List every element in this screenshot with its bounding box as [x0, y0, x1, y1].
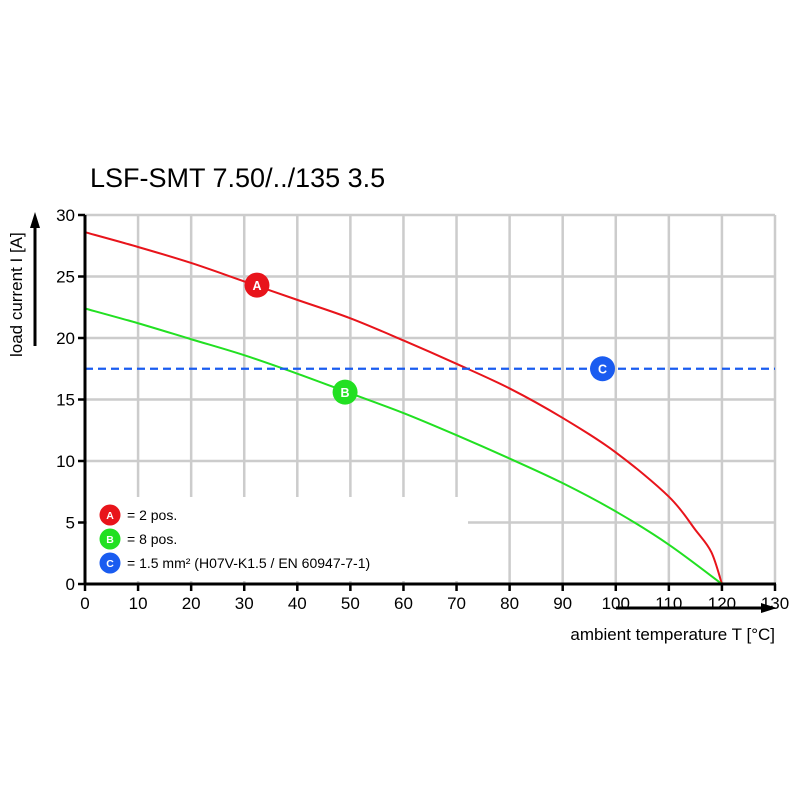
axes: 0 10 20 30 40 50 60 70 80 90 100 110 120 130051015202…	[56, 206, 789, 613]
y-tick-label: 25	[56, 268, 75, 287]
marker-letter: C	[598, 363, 607, 377]
series-line-a	[84, 231, 723, 585]
x-tick-label: 110	[655, 594, 682, 613]
legend-marker-b: B	[99, 528, 121, 550]
x-tick-label: 0	[80, 594, 89, 613]
y-tick-label: 0	[66, 575, 75, 594]
marker-letter: B	[341, 386, 350, 400]
x-tick-label: 20	[182, 594, 201, 613]
x-tick-label: 60	[394, 594, 413, 613]
legend-entry: C = 1.5 mm² (H07V-K1.5 / EN 60947-7-1)	[99, 552, 370, 574]
y-axis-label: load current I [A]	[7, 232, 26, 357]
x-axis-arrowhead	[761, 603, 777, 613]
y-tick-label: 10	[56, 452, 75, 471]
legend-marker-a: A	[99, 504, 121, 526]
y-tick-label: 30	[56, 206, 75, 225]
x-tick-label: 80	[500, 594, 519, 613]
series-group	[84, 231, 775, 585]
x-tick-label: 120	[708, 594, 736, 613]
marker-circle	[99, 504, 121, 526]
x-tick-label: 90	[553, 594, 572, 613]
x-tick-label: 100	[602, 594, 630, 613]
y-tick-label: 5	[66, 514, 75, 533]
marker-letter: A	[252, 279, 261, 293]
marker-letter: C	[106, 558, 114, 570]
marker-circle	[332, 379, 358, 405]
y-axis-label-group: load current I [A]	[7, 212, 40, 357]
x-tick-label: 30	[235, 594, 254, 613]
x-tick-label: 40	[288, 594, 307, 613]
series-line-b	[84, 307, 723, 585]
legend-marker-c: C	[99, 552, 121, 574]
marker-circle	[590, 356, 615, 382]
x-tick-label: 70	[447, 594, 466, 613]
legend-text: = 2 pos.	[127, 507, 177, 523]
marker-c: C	[590, 356, 615, 382]
legend-text: = 1.5 mm² (H07V-K1.5 / EN 60947-7-1)	[127, 555, 370, 571]
marker-circle	[99, 552, 121, 574]
marker-b: B	[332, 379, 358, 405]
x-axis-label: ambient temperature T [°C]	[570, 625, 775, 644]
legend-text: = 8 pos.	[127, 531, 177, 547]
x-tick-label: 50	[341, 594, 360, 613]
marker-circle	[99, 528, 121, 550]
legend-entry: B = 8 pos.	[99, 528, 177, 550]
chart-title: LSF-SMT 7.50/../135 3.5	[90, 163, 385, 193]
x-axis-label-group: ambient temperature T [°C]	[570, 603, 777, 644]
legend-background	[87, 497, 468, 581]
y-tick-label: 15	[56, 391, 75, 410]
marker-circle	[244, 272, 270, 298]
x-tick-label: 10	[129, 594, 148, 613]
y-axis-arrowhead	[30, 212, 40, 228]
marker-letter: B	[106, 534, 114, 546]
marker-letter: A	[106, 510, 114, 522]
markers: A B C	[244, 272, 615, 405]
legend-entry: A = 2 pos.	[99, 504, 177, 526]
marker-a: A	[244, 272, 270, 298]
y-tick-label: 20	[56, 329, 75, 348]
legend: A = 2 pos. B = 8 pos. C = 1.5 mm² (H07V-K1.5 …	[99, 504, 370, 574]
